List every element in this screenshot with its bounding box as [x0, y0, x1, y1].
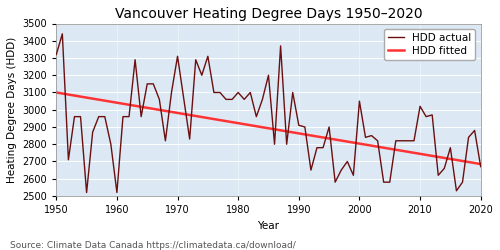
HDD actual: [466, 136, 471, 139]
HDD actual: [84, 191, 89, 194]
HDD actual: [272, 143, 278, 146]
Legend: HDD actual, HDD fitted: HDD actual, HDD fitted: [384, 29, 476, 60]
HDD actual: [448, 146, 454, 149]
HDD actual: [320, 146, 326, 149]
X-axis label: Year: Year: [258, 220, 280, 230]
HDD actual: [72, 115, 78, 118]
HDD actual: [478, 165, 484, 168]
Y-axis label: Heating Degree Days (HDD): Heating Degree Days (HDD): [7, 36, 17, 183]
Text: Source: Climate Data Canada https://climatedata.ca/download/: Source: Climate Data Canada https://clim…: [10, 241, 296, 250]
HDD actual: [60, 32, 66, 35]
Title: Vancouver Heating Degree Days 1950–2020: Vancouver Heating Degree Days 1950–2020: [114, 7, 422, 21]
Line: HDD actual: HDD actual: [56, 34, 480, 192]
HDD actual: [126, 115, 132, 118]
HDD actual: [54, 53, 60, 56]
